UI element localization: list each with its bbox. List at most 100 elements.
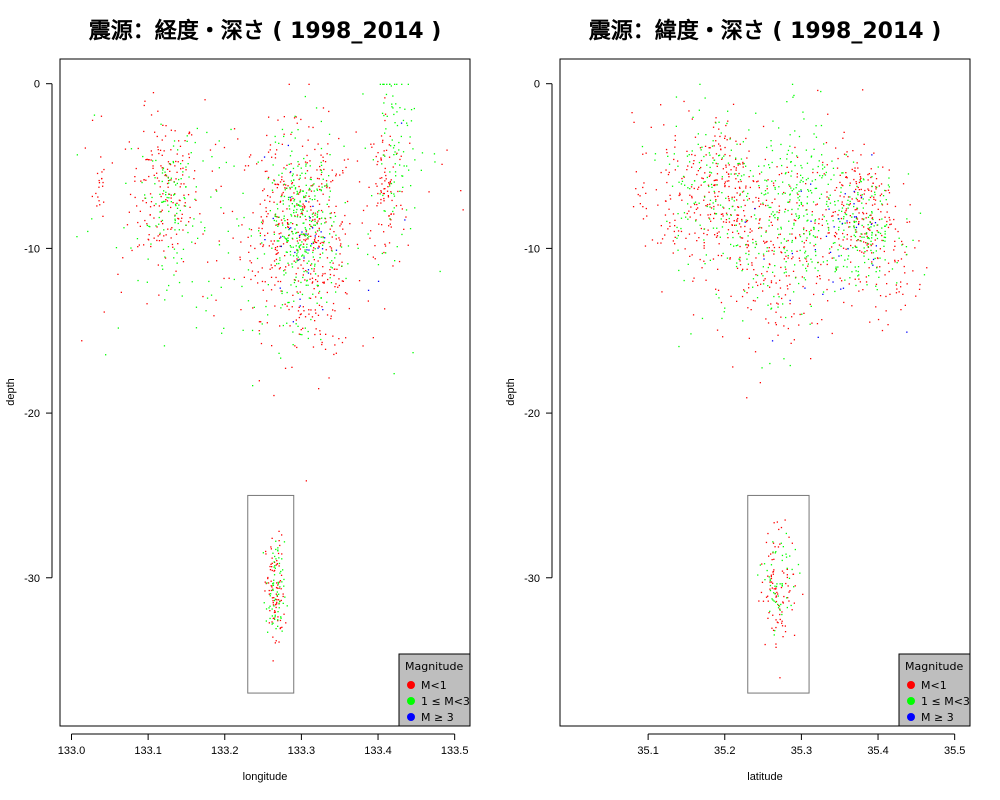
data-point xyxy=(793,224,795,226)
data-point xyxy=(775,600,778,603)
data-point xyxy=(879,270,881,272)
data-point xyxy=(823,173,825,175)
data-point xyxy=(383,102,385,104)
data-point xyxy=(773,295,775,298)
data-point xyxy=(152,160,154,162)
data-point xyxy=(785,271,787,273)
data-point xyxy=(776,166,778,168)
data-point xyxy=(728,217,730,220)
data-point xyxy=(878,276,880,278)
data-point xyxy=(220,286,222,288)
data-point xyxy=(842,247,845,249)
data-point xyxy=(671,185,674,187)
data-point xyxy=(330,181,332,183)
data-point xyxy=(308,235,310,238)
data-point xyxy=(785,268,787,270)
data-point xyxy=(274,642,276,644)
data-point xyxy=(786,158,788,160)
data-point xyxy=(691,254,693,256)
data-point xyxy=(331,236,333,238)
data-point xyxy=(865,233,868,235)
data-point xyxy=(779,233,781,235)
data-point xyxy=(732,103,735,105)
data-point xyxy=(744,221,746,223)
data-point xyxy=(280,290,282,292)
data-point xyxy=(847,196,850,198)
data-point xyxy=(380,158,382,160)
data-point xyxy=(273,240,275,242)
data-point xyxy=(301,231,303,233)
data-point xyxy=(335,253,337,255)
data-point xyxy=(848,226,850,228)
data-point xyxy=(318,218,320,220)
data-point xyxy=(846,222,848,224)
data-point xyxy=(324,161,327,163)
data-point xyxy=(827,205,829,208)
data-point xyxy=(778,205,780,207)
data-point xyxy=(691,197,693,199)
data-point xyxy=(730,173,732,175)
data-point xyxy=(791,316,793,318)
data-point xyxy=(251,270,254,272)
data-point xyxy=(870,214,872,216)
data-point xyxy=(839,174,841,176)
data-point xyxy=(321,248,324,250)
data-point xyxy=(718,231,720,233)
data-point xyxy=(159,186,161,188)
data-point xyxy=(130,247,132,249)
data-point xyxy=(299,298,301,300)
data-point xyxy=(797,193,799,196)
data-point xyxy=(685,237,687,239)
data-point xyxy=(806,202,808,205)
data-point xyxy=(905,246,908,248)
data-point xyxy=(846,234,848,236)
data-point xyxy=(687,218,689,220)
data-point xyxy=(141,181,143,184)
latitude-depth-panel: 震源：緯度・深さ ( 1998_2014 ) 35.1 35.2 35.3 35.4 3… xyxy=(505,18,971,783)
data-point xyxy=(276,223,278,226)
data-point xyxy=(275,276,277,279)
data-point xyxy=(845,172,847,174)
data-point xyxy=(278,641,280,643)
data-point xyxy=(314,148,316,151)
data-point xyxy=(740,237,742,239)
data-point xyxy=(779,287,782,289)
data-point xyxy=(289,250,292,253)
data-point xyxy=(879,248,881,250)
data-point xyxy=(753,180,755,183)
data-point xyxy=(867,237,869,239)
data-point xyxy=(317,240,319,242)
data-point xyxy=(394,122,396,124)
data-point xyxy=(762,290,764,292)
data-point xyxy=(293,200,295,202)
data-point xyxy=(100,156,102,158)
data-point xyxy=(793,291,795,293)
data-point xyxy=(274,611,276,613)
data-point xyxy=(290,198,292,200)
data-point xyxy=(381,224,383,226)
data-point xyxy=(688,233,691,235)
data-point xyxy=(632,206,635,208)
data-point xyxy=(810,358,812,360)
data-point xyxy=(272,191,274,193)
data-point xyxy=(875,306,877,308)
data-point xyxy=(689,194,691,196)
data-point xyxy=(724,153,726,156)
data-point xyxy=(820,193,823,195)
data-point xyxy=(298,185,300,188)
data-point xyxy=(673,158,675,161)
data-point xyxy=(271,189,274,191)
data-point xyxy=(274,598,276,600)
data-point xyxy=(301,211,303,213)
data-point xyxy=(770,577,773,580)
data-point xyxy=(762,203,764,206)
data-point xyxy=(403,228,405,230)
data-point xyxy=(698,186,700,188)
data-point xyxy=(292,197,294,200)
data-point xyxy=(345,166,347,169)
data-point xyxy=(778,604,780,607)
data-point xyxy=(870,243,872,246)
data-point xyxy=(755,274,757,276)
data-point xyxy=(330,317,332,320)
data-point xyxy=(703,242,705,244)
